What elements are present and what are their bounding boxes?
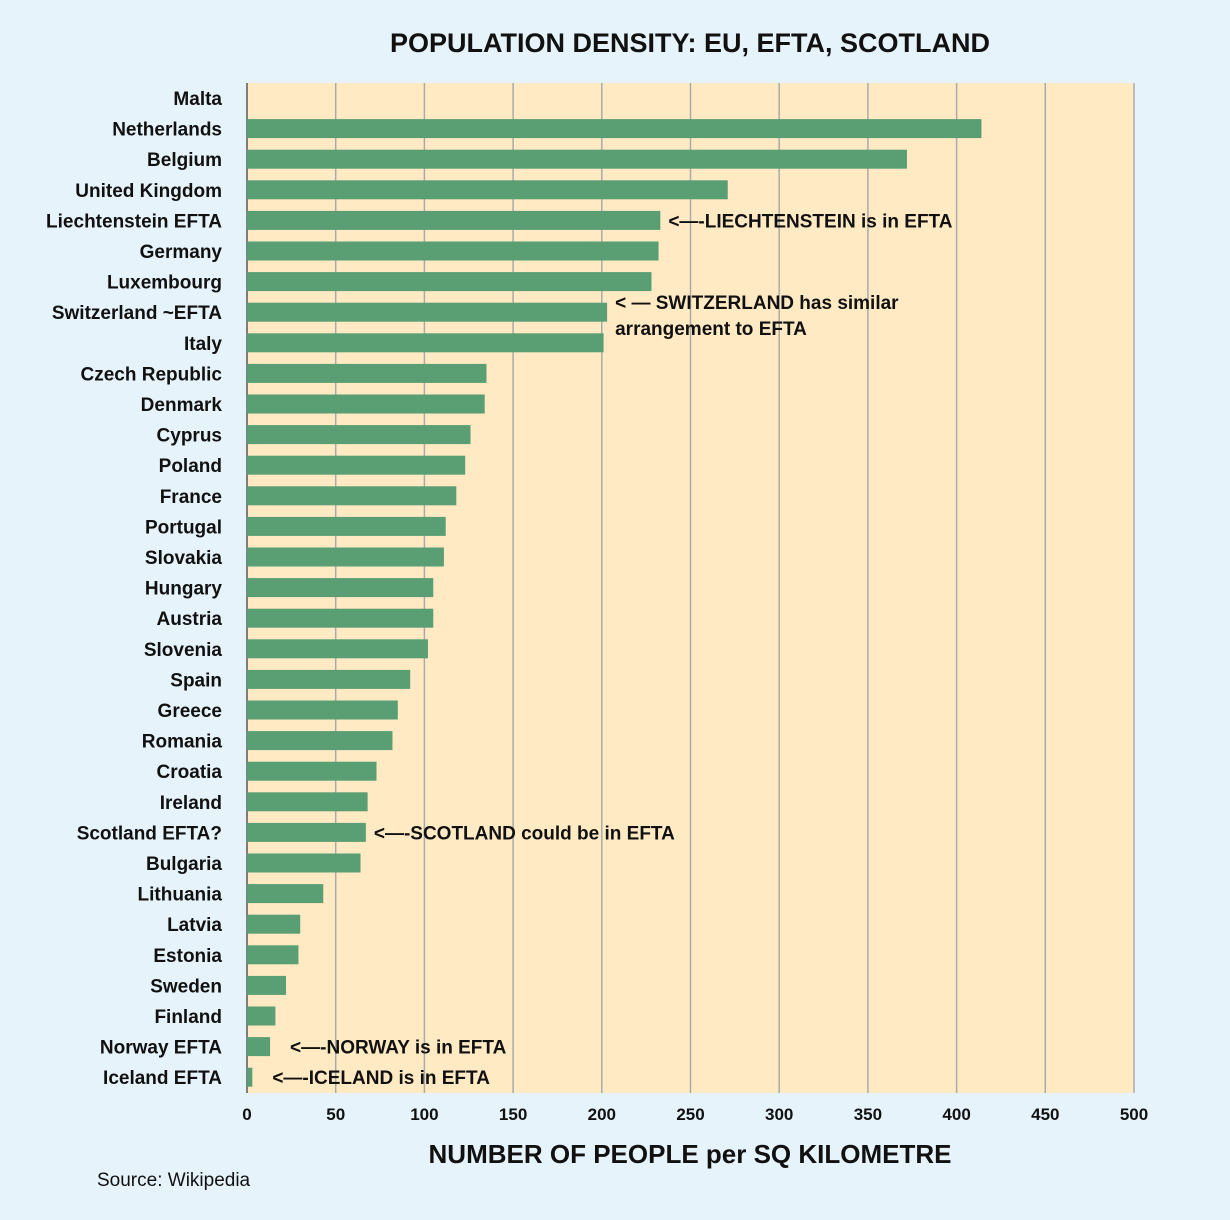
category-label: Portugal — [145, 517, 222, 538]
x-tick-label: 450 — [1031, 1105, 1059, 1124]
bar — [247, 792, 368, 812]
category-label: Luxembourg — [107, 273, 222, 294]
category-label: Bulgaria — [146, 854, 222, 875]
bar — [247, 363, 487, 383]
bar — [247, 822, 366, 842]
bar — [247, 149, 907, 169]
x-tick-label: 100 — [410, 1105, 438, 1124]
bar — [247, 700, 398, 720]
category-label: Austria — [157, 609, 223, 630]
annotations: <—-LIECHTENSTEIN is in EFTA < — SWITZERLA… — [272, 211, 952, 1089]
bar — [247, 608, 434, 628]
bar — [247, 884, 324, 904]
bar — [247, 761, 377, 781]
category-label: Poland — [159, 456, 222, 477]
annotation: arrangement to EFTA — [615, 319, 807, 340]
bar — [247, 394, 485, 414]
x-tick-label: 200 — [588, 1105, 616, 1124]
category-label: United Kingdom — [75, 181, 222, 202]
x-tick-label: 150 — [499, 1105, 527, 1124]
x-tick-label: 50 — [326, 1105, 345, 1124]
category-label: Switzerland ~EFTA — [52, 303, 222, 324]
category-label: Italy — [184, 334, 222, 355]
category-label: France — [160, 487, 222, 508]
bar — [247, 975, 287, 995]
bar — [247, 486, 457, 506]
x-tick-label: 500 — [1120, 1105, 1148, 1124]
category-label: Scotland EFTA? — [77, 823, 222, 844]
category-label: Slovakia — [145, 548, 223, 569]
x-tick-label: 300 — [765, 1105, 793, 1124]
category-label: Slovenia — [144, 640, 223, 661]
bar — [247, 1067, 253, 1087]
x-axis-label: NUMBER OF PEOPLE per SQ KILOMETRE — [429, 1139, 952, 1169]
bar — [247, 516, 446, 536]
category-label: Iceland EFTA — [103, 1068, 222, 1089]
bar — [247, 1006, 276, 1026]
category-label: Norway EFTA — [100, 1038, 222, 1059]
category-label: Estonia — [153, 946, 222, 967]
bar — [247, 669, 411, 689]
bar — [247, 639, 428, 659]
bar — [247, 210, 661, 230]
bars — [247, 119, 982, 1087]
bar — [247, 333, 604, 353]
annotation: < — SWITZERLAND has similar — [615, 293, 899, 314]
category-labels: Malta Netherlands Belgium United Kingdom Lie… — [46, 89, 222, 1089]
bar — [247, 1037, 271, 1057]
category-label: Belgium — [147, 150, 222, 171]
category-label: Germany — [140, 242, 223, 263]
category-label: Spain — [170, 670, 222, 691]
category-label: Finland — [154, 1007, 222, 1028]
category-label: Greece — [158, 701, 222, 722]
bar — [247, 914, 301, 934]
category-label: Malta — [173, 89, 222, 110]
category-label: Romania — [142, 732, 223, 753]
bar — [247, 547, 444, 567]
category-label: Ireland — [160, 793, 222, 814]
bar — [247, 180, 728, 200]
annotation: <—-LIECHTENSTEIN is in EFTA — [668, 211, 952, 232]
category-label: Czech Republic — [81, 364, 223, 385]
category-label: Netherlands — [112, 120, 222, 141]
bar — [247, 241, 659, 261]
bar — [247, 425, 471, 445]
category-label: Cyprus — [157, 426, 222, 447]
x-tick-label: 400 — [942, 1105, 970, 1124]
x-tick-label: 250 — [676, 1105, 704, 1124]
category-label: Sweden — [150, 976, 222, 997]
bar — [247, 119, 982, 139]
category-label: Latvia — [167, 915, 222, 936]
annotation: <—-SCOTLAND could be in EFTA — [374, 823, 675, 844]
bar — [247, 853, 361, 873]
x-tick-label: 350 — [854, 1105, 882, 1124]
category-label: Liechtenstein EFTA — [46, 211, 222, 232]
bar — [247, 945, 299, 965]
chart-title: POPULATION DENSITY: EU, EFTA, SCOTLAND — [390, 28, 990, 58]
source-note: Source: Wikipedia — [97, 1170, 251, 1191]
annotation: <—-NORWAY is in EFTA — [290, 1038, 507, 1059]
category-label: Hungary — [145, 579, 223, 600]
category-label: Lithuania — [138, 885, 223, 906]
annotation: <—-ICELAND is in EFTA — [272, 1068, 490, 1089]
x-tick-labels: 0 50 100 150 200 250 300 350 400 450 500 — [242, 1105, 1148, 1124]
category-label: Denmark — [141, 395, 223, 416]
x-tick-label: 0 — [242, 1105, 251, 1124]
bar — [247, 272, 652, 292]
bar — [247, 578, 434, 598]
bar — [247, 455, 466, 475]
bar — [247, 302, 608, 322]
category-label: Croatia — [157, 762, 223, 783]
bar — [247, 731, 393, 751]
